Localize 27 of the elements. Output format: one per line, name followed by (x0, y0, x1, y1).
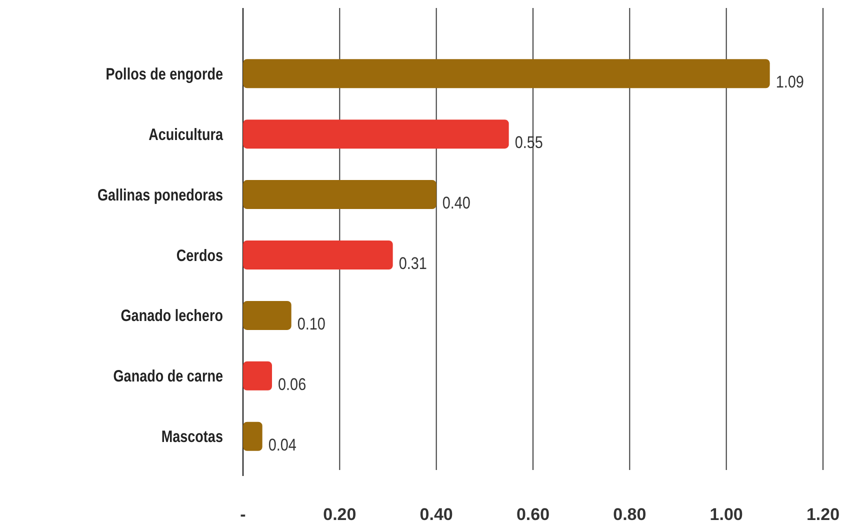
bar (243, 361, 272, 390)
bar (243, 59, 770, 88)
data-label: 0.10 (297, 315, 326, 334)
x-tick-label: 1.20 (806, 505, 840, 524)
bar (243, 120, 509, 149)
x-tick-label: 0.80 (613, 505, 646, 524)
x-tick-label: 0.40 (420, 505, 453, 524)
y-tick-label: Cerdos (176, 246, 223, 266)
data-label: 0.04 (268, 436, 297, 455)
x-tick-label: 0.20 (323, 505, 356, 524)
bar (243, 240, 393, 270)
y-tick-label: Ganado lechero (120, 307, 223, 326)
x-tick-label: 0.60 (516, 505, 550, 524)
bar (243, 422, 262, 451)
data-label: 1.09 (776, 74, 804, 92)
y-tick-label: Gallinas ponedoras (98, 186, 223, 205)
y-tick-label: Pollos de engorde (106, 65, 223, 84)
data-label: 0.06 (278, 376, 306, 394)
x-tick-label: 1.00 (710, 505, 743, 524)
y-tick-label: Mascotas (161, 428, 223, 447)
bar (243, 180, 436, 210)
data-label: 0.40 (442, 194, 471, 213)
bar (243, 300, 292, 330)
y-tick-label: Acuicultura (148, 126, 224, 144)
data-label: 0.31 (398, 254, 427, 274)
x-tick-label: - (240, 505, 246, 524)
y-tick-label: Ganado de carne (113, 367, 223, 386)
